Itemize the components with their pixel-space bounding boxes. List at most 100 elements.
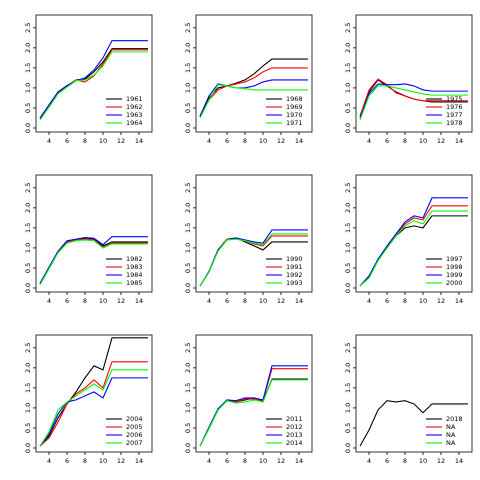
x-tick-label: 14 bbox=[455, 457, 463, 465]
series-line bbox=[199, 67, 308, 118]
x-tick-label: 4 bbox=[367, 137, 371, 145]
x-tick-label: 14 bbox=[135, 457, 143, 465]
x-tick-label: 4 bbox=[367, 457, 371, 465]
y-tick-label: 1.0 bbox=[184, 83, 192, 93]
y-tick-label: 1.5 bbox=[344, 383, 352, 393]
x-tick-label: 6 bbox=[385, 457, 389, 465]
x-tick-label: 8 bbox=[83, 297, 87, 305]
y-tick-label: 0.5 bbox=[344, 103, 352, 113]
plot-box bbox=[195, 14, 313, 133]
y-tick-label: 2.5 bbox=[184, 23, 192, 33]
y-tick-label: 2.5 bbox=[184, 183, 192, 193]
legend-label: NA bbox=[446, 431, 456, 439]
series-line bbox=[199, 79, 308, 117]
x-tick-label: 8 bbox=[403, 457, 407, 465]
legend-label: 1998 bbox=[446, 263, 463, 271]
y-tick-label: 0.0 bbox=[184, 283, 192, 293]
y-tick-label: 0.5 bbox=[24, 103, 32, 113]
x-tick-label: 12 bbox=[117, 457, 125, 465]
y-tick-label: 1.5 bbox=[24, 223, 32, 233]
y-tick-label: 0.0 bbox=[344, 283, 352, 293]
legend-label: 2005 bbox=[126, 423, 143, 431]
y-tick-label: 1.5 bbox=[344, 223, 352, 233]
series-line bbox=[39, 361, 148, 447]
y-tick-label: 2.0 bbox=[344, 363, 352, 373]
x-tick-label: 8 bbox=[403, 297, 407, 305]
series-line bbox=[199, 379, 308, 447]
y-tick-label: 1.5 bbox=[184, 223, 192, 233]
series-line bbox=[39, 236, 148, 284]
x-tick-label: 10 bbox=[99, 457, 107, 465]
panel: 4 6 8 10 12 14 0.0 0.5 1.0 1.5 2.0 2.5 1982198319841… bbox=[24, 174, 153, 305]
x-tick-label: 6 bbox=[385, 297, 389, 305]
legend-label: 1969 bbox=[286, 103, 303, 111]
legend-label: 1976 bbox=[446, 103, 463, 111]
series-line bbox=[359, 78, 468, 117]
x-tick-label: 10 bbox=[419, 297, 427, 305]
y-tick-label: 1.5 bbox=[24, 383, 32, 393]
series-line bbox=[199, 229, 308, 287]
legend-label: 1968 bbox=[286, 95, 303, 103]
x-tick-label: 14 bbox=[135, 137, 143, 145]
legend-label: 1990 bbox=[286, 255, 303, 263]
x-tick-label: 10 bbox=[419, 457, 427, 465]
y-tick-label: 2.5 bbox=[24, 343, 32, 353]
x-tick-label: 10 bbox=[259, 457, 267, 465]
legend-label: 1991 bbox=[286, 263, 303, 271]
x-tick-label: 14 bbox=[295, 457, 303, 465]
x-tick-label: 14 bbox=[135, 297, 143, 305]
y-tick-label: 1.0 bbox=[184, 243, 192, 253]
y-tick-label: 0.5 bbox=[344, 423, 352, 433]
y-tick-label: 0.0 bbox=[24, 283, 32, 293]
legend-label: NA bbox=[446, 439, 456, 447]
x-tick-label: 8 bbox=[243, 457, 247, 465]
y-tick-label: 0.0 bbox=[24, 123, 32, 133]
y-tick-label: 0.5 bbox=[24, 423, 32, 433]
x-tick-label: 12 bbox=[117, 297, 125, 305]
y-tick-label: 1.5 bbox=[184, 383, 192, 393]
y-tick-label: 0.5 bbox=[24, 263, 32, 273]
x-tick-label: 12 bbox=[437, 457, 445, 465]
y-tick-label: 2.0 bbox=[344, 43, 352, 53]
legend-label: 2018 bbox=[446, 415, 463, 423]
x-tick-label: 6 bbox=[225, 297, 229, 305]
plot-box bbox=[35, 14, 153, 133]
y-tick-label: 2.0 bbox=[184, 43, 192, 53]
legend-label: 1997 bbox=[446, 255, 463, 263]
x-tick-label: 8 bbox=[243, 137, 247, 145]
series-line bbox=[199, 58, 308, 117]
y-tick-label: 2.5 bbox=[344, 23, 352, 33]
panel: 4 6 8 10 12 14 0.0 0.5 1.0 1.5 2.0 2.5 2011201220132… bbox=[184, 334, 313, 465]
y-tick-label: 1.0 bbox=[24, 403, 32, 413]
legend-label: 1975 bbox=[446, 95, 463, 103]
legend-label: 1993 bbox=[286, 279, 303, 287]
x-tick-label: 10 bbox=[259, 297, 267, 305]
y-tick-label: 0.5 bbox=[184, 263, 192, 273]
series-line bbox=[39, 239, 148, 286]
series-line bbox=[359, 400, 468, 447]
legend-label: 2006 bbox=[126, 431, 143, 439]
y-tick-label: 1.0 bbox=[24, 83, 32, 93]
legend-label: 1982 bbox=[126, 255, 143, 263]
x-tick-label: 6 bbox=[65, 297, 69, 305]
y-tick-label: 1.5 bbox=[24, 63, 32, 73]
series-line bbox=[359, 197, 468, 287]
legend-label: 1984 bbox=[126, 271, 143, 279]
y-tick-label: 0.5 bbox=[184, 423, 192, 433]
x-tick-label: 12 bbox=[437, 297, 445, 305]
y-tick-label: 1.0 bbox=[344, 83, 352, 93]
y-tick-label: 1.0 bbox=[344, 243, 352, 253]
x-tick-label: 12 bbox=[437, 137, 445, 145]
legend-label: 1961 bbox=[126, 95, 143, 103]
y-tick-label: 2.0 bbox=[24, 363, 32, 373]
y-tick-label: 1.0 bbox=[24, 243, 32, 253]
legend-label: 1971 bbox=[286, 119, 303, 127]
series-line bbox=[199, 84, 308, 119]
legend-label: 1977 bbox=[446, 111, 463, 119]
legend-label: 2013 bbox=[286, 431, 303, 439]
y-tick-label: 2.0 bbox=[24, 43, 32, 53]
x-tick-label: 6 bbox=[65, 137, 69, 145]
legend-label: 2012 bbox=[286, 423, 303, 431]
plot-box bbox=[35, 334, 153, 453]
y-tick-label: 2.5 bbox=[344, 183, 352, 193]
